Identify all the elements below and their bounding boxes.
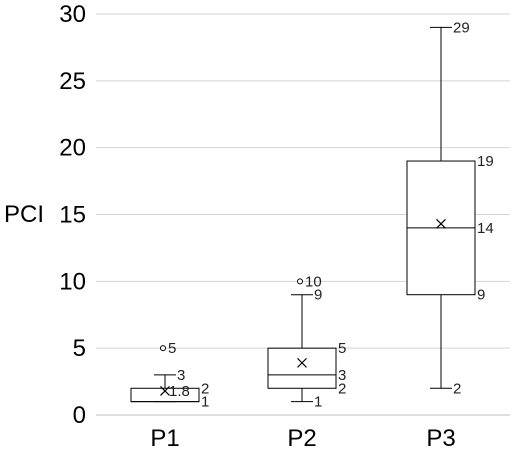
value-label-q1: 2: [338, 380, 346, 397]
value-label-q1: 1: [201, 394, 209, 411]
value-label-outlier: 10: [305, 273, 322, 290]
x-category-p2: P2: [287, 425, 316, 452]
y-axis-tick-labels: 0 5 10 15 20 25 30: [59, 1, 86, 429]
y-tick-label-25: 25: [59, 68, 86, 95]
mean-marker: [436, 218, 446, 229]
y-tick-label-5: 5: [73, 335, 86, 362]
value-label-q3: 2: [201, 380, 209, 397]
y-tick-label-10: 10: [59, 268, 86, 295]
x-axis-category-labels: P1 P2 P3: [150, 425, 455, 452]
value-label-min: 2: [453, 380, 461, 397]
x-category-p3: P3: [426, 425, 455, 452]
value-label-q1: 9: [477, 287, 485, 304]
box-p3: 29 19 14 9 2: [406, 19, 494, 397]
y-tick-label-30: 30: [59, 1, 86, 28]
value-label-outlier: 5: [168, 340, 176, 357]
mean-marker: [297, 357, 307, 368]
value-label-mean: 1.8: [169, 383, 190, 400]
value-label-max: 3: [177, 367, 185, 384]
iqr-box: [267, 347, 337, 389]
value-label-min: 1: [314, 394, 322, 411]
x-category-p1: P1: [150, 425, 179, 452]
outlier-point: [297, 278, 303, 285]
y-tick-label-0: 0: [73, 402, 86, 429]
outlier-point: [160, 345, 166, 352]
box-p2: 9 5 321 10: [267, 273, 346, 411]
value-label-max: 29: [453, 19, 470, 36]
mean-marker: [160, 386, 170, 396]
y-tick-label-20: 20: [59, 135, 86, 162]
value-label-median: 14: [477, 220, 494, 237]
y-tick-label-15: 15: [59, 202, 86, 229]
box-p1: 321 1.8 5: [130, 340, 209, 411]
value-label-q3: 5: [338, 340, 346, 357]
value-label-q3: 19: [477, 153, 494, 170]
y-axis-label: PCI: [4, 201, 44, 228]
value-label-max: 9: [314, 287, 322, 304]
value-label-median: 3: [338, 367, 346, 384]
